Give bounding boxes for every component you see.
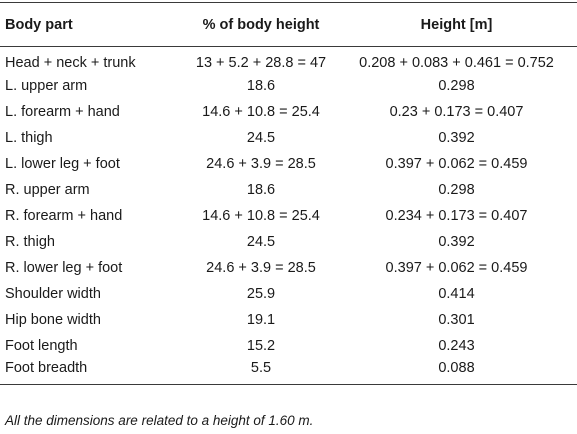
table-header-row: Body part % of body height Height [m]	[0, 2, 577, 47]
cell-percent: 24.5	[246, 129, 276, 146]
cell-body-part: R. upper arm	[5, 181, 90, 198]
cell-body-part: L. lower leg + foot	[5, 155, 120, 172]
cell-height: 0.243	[438, 337, 475, 354]
cell-height: 0.298	[438, 181, 475, 198]
cell-percent: 14.6 + 10.8 = 25.4	[202, 207, 320, 224]
table-row: L. forearm + hand 14.6 + 10.8 = 25.4 0.2…	[0, 99, 577, 125]
table-row: Foot length 15.2 0.243	[0, 333, 577, 359]
cell-body-part: Foot length	[5, 337, 78, 354]
table-footnote: All the dimensions are related to a heig…	[5, 413, 314, 428]
body-dimensions-table: Body part % of body height Height [m] He…	[0, 2, 577, 385]
cell-percent: 24.6 + 3.9 = 28.5	[206, 259, 316, 276]
header-height-m: Height [m]	[420, 16, 493, 33]
cell-body-part: L. upper arm	[5, 77, 88, 94]
cell-height: 0.298	[438, 77, 475, 94]
cell-body-part: Head + neck + trunk	[5, 54, 136, 71]
cell-percent: 18.6	[246, 181, 276, 198]
header-body-part: Body part	[5, 16, 73, 33]
cell-percent: 13 + 5.2 + 28.8 = 47	[195, 54, 327, 71]
cell-body-part: Hip bone width	[5, 311, 101, 328]
cell-height: 0.397 + 0.062 = 0.459	[385, 155, 528, 172]
table-row: Shoulder width 25.9 0.414	[0, 281, 577, 307]
cell-height: 0.397 + 0.062 = 0.459	[385, 259, 528, 276]
table-row: L. thigh 24.5 0.392	[0, 125, 577, 151]
cell-percent: 18.6	[246, 77, 276, 94]
table-row: R. lower leg + foot 24.6 + 3.9 = 28.5 0.…	[0, 255, 577, 281]
cell-percent: 5.5	[250, 360, 272, 377]
cell-height: 0.392	[438, 233, 475, 250]
cell-percent: 24.6 + 3.9 = 28.5	[206, 155, 316, 172]
cell-body-part: L. forearm + hand	[5, 103, 120, 120]
cell-height: 0.301	[438, 311, 475, 328]
table-row: L. upper arm 18.6 0.298	[0, 73, 577, 99]
cell-body-part: L. thigh	[5, 129, 53, 146]
cell-height: 0.208 + 0.083 + 0.461 = 0.752	[359, 54, 554, 71]
cell-height: 0.23 + 0.173 = 0.407	[389, 103, 524, 120]
table-row: Hip bone width 19.1 0.301	[0, 307, 577, 333]
cell-percent: 24.5	[246, 233, 276, 250]
table-row: R. upper arm 18.6 0.298	[0, 177, 577, 203]
cell-percent: 15.2	[246, 337, 276, 354]
cell-body-part: R. lower leg + foot	[5, 259, 123, 276]
cell-body-part: Shoulder width	[5, 285, 101, 302]
cell-body-part: Foot breadth	[5, 360, 88, 377]
table-row: Foot breadth 5.5 0.088	[0, 359, 577, 385]
cell-percent: 14.6 + 10.8 = 25.4	[202, 103, 320, 120]
cell-percent: 19.1	[246, 311, 276, 328]
cell-percent: 25.9	[246, 285, 276, 302]
table-row: R. thigh 24.5 0.392	[0, 229, 577, 255]
header-percent-body-height: % of body height	[202, 16, 320, 33]
cell-height: 0.234 + 0.173 = 0.407	[385, 207, 528, 224]
cell-body-part: R. forearm + hand	[5, 207, 123, 224]
table-row: R. forearm + hand 14.6 + 10.8 = 25.4 0.2…	[0, 203, 577, 229]
table-row: L. lower leg + foot 24.6 + 3.9 = 28.5 0.…	[0, 151, 577, 177]
cell-height: 0.088	[438, 360, 475, 377]
table-row: Head + neck + trunk 13 + 5.2 + 28.8 = 47…	[0, 47, 577, 73]
cell-height: 0.392	[438, 129, 475, 146]
cell-body-part: R. thigh	[5, 233, 55, 250]
cell-height: 0.414	[438, 285, 475, 302]
